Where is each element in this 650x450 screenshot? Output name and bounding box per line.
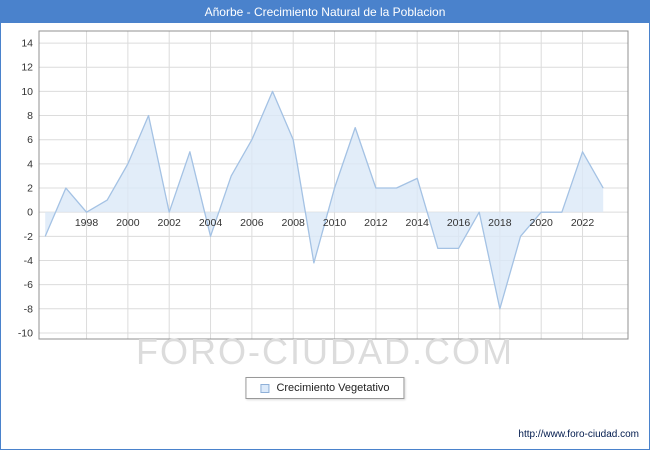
page-title: Añorbe - Crecimiento Natural de la Pobla…	[204, 5, 446, 19]
y-tick-label: 6	[27, 134, 33, 146]
x-tick-label: 2022	[571, 217, 595, 229]
legend-swatch-icon	[260, 383, 270, 393]
series-line	[44, 90, 604, 310]
x-tick-label: 2014	[406, 217, 430, 229]
x-tick-label: 2018	[488, 217, 512, 229]
legend-label: Crecimiento Vegetativo	[276, 382, 390, 394]
y-tick-label: 12	[21, 62, 33, 74]
y-tick-label: -2	[24, 231, 33, 243]
x-tick-label: 2012	[364, 217, 388, 229]
x-tick-label: 2008	[282, 217, 306, 229]
y-tick-label: 8	[27, 110, 33, 122]
y-tick-label: 0	[27, 207, 33, 219]
y-tick-label: 4	[27, 158, 33, 170]
legend: Crecimiento Vegetativo	[245, 377, 405, 399]
y-tick-label: 10	[21, 86, 33, 98]
footer-url-link[interactable]: http://www.foro-ciudad.com	[518, 429, 639, 440]
y-tick-label: -4	[24, 255, 33, 267]
x-tick-label: 1998	[75, 217, 99, 229]
y-tick-label: -6	[24, 279, 33, 291]
x-tick-label: 2020	[530, 217, 554, 229]
y-tick-label: 2	[27, 183, 33, 195]
y-tick-label: -10	[18, 327, 33, 339]
area-fill	[45, 91, 604, 309]
x-tick-label: 2006	[240, 217, 264, 229]
x-tick-label: 2000	[116, 217, 140, 229]
y-tick-label: 14	[21, 38, 33, 50]
x-tick-label: 2010	[323, 217, 347, 229]
x-tick-label: 2002	[158, 217, 182, 229]
y-tick-label: -8	[24, 303, 33, 315]
chart-title-bar: Añorbe - Crecimiento Natural de la Pobla…	[1, 1, 649, 23]
x-tick-label: 2016	[447, 217, 471, 229]
plot-border	[38, 30, 629, 340]
x-tick-label: 2004	[199, 217, 223, 229]
